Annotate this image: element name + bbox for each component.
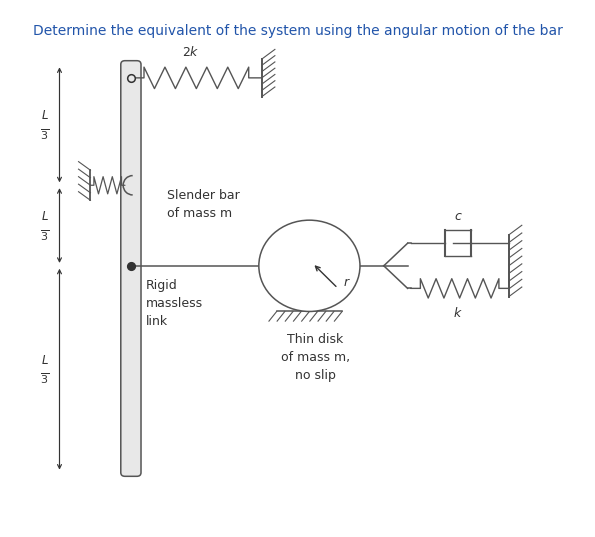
Text: $\overline{3}$: $\overline{3}$ <box>40 228 49 243</box>
Text: $k$: $k$ <box>453 306 463 320</box>
Text: Determine the equivalent of the system using the angular motion of the bar: Determine the equivalent of the system u… <box>33 24 562 38</box>
FancyBboxPatch shape <box>121 61 141 476</box>
Text: $r$: $r$ <box>343 277 350 289</box>
Text: $c$: $c$ <box>454 210 462 223</box>
Text: $\overline{3}$: $\overline{3}$ <box>40 127 49 142</box>
Text: $L$: $L$ <box>40 353 49 366</box>
Text: $\overline{3}$: $\overline{3}$ <box>40 372 49 387</box>
Text: $L$: $L$ <box>40 109 49 122</box>
Circle shape <box>259 220 360 311</box>
Text: $2k$: $2k$ <box>181 45 199 59</box>
Text: Thin disk
of mass m,
no slip: Thin disk of mass m, no slip <box>281 333 350 382</box>
Text: $L$: $L$ <box>40 210 49 223</box>
Text: Rigid
massless
link: Rigid massless link <box>146 279 203 328</box>
Text: Slender bar
of mass m: Slender bar of mass m <box>167 188 239 220</box>
